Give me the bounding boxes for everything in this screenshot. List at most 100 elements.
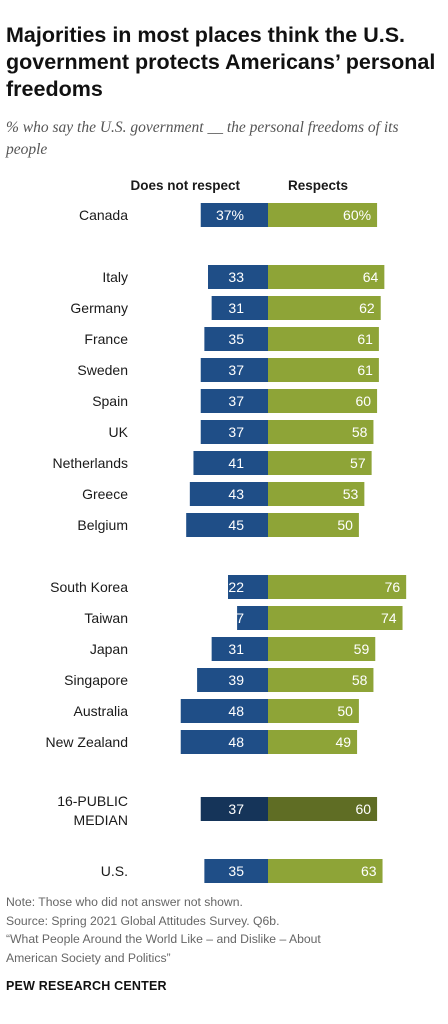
value-does-not-respect-australia: 48 [228,703,244,719]
bar-does-not-respect-italy [208,265,268,289]
bar-respects-greece [268,482,365,506]
bar-does-not-respect-australia [180,699,268,723]
bar-does-not-respect-greece [189,482,268,506]
bar-respects-uk [268,420,374,444]
row-label-italy: Italy [102,269,128,285]
bar-does-not-respect-singapore [197,668,268,692]
row-label-netherlands: Netherlands [53,455,129,471]
value-respects-canada: 60% [343,207,371,223]
row-label-u-s: U.S. [101,863,128,879]
value-does-not-respect-singapore: 39 [228,672,244,688]
value-respects-taiwan: 74 [381,610,397,626]
bar-does-not-respect-new-zealand [180,730,268,754]
chart-title: Majorities in most places think the U.S.… [6,23,436,101]
value-respects-uk: 58 [352,424,368,440]
bar-respects-sweden [268,358,379,382]
row-label-germany: Germany [70,300,128,316]
value-does-not-respect-u-s: 35 [228,863,244,879]
value-does-not-respect-belgium: 45 [228,517,244,533]
value-respects-netherlands: 57 [350,455,366,471]
bar-does-not-respect-netherlands [193,451,268,475]
chart-subtitle: % who say the U.S. government __ the per… [6,119,399,158]
value-does-not-respect-italy: 33 [228,269,244,285]
value-respects-greece: 53 [343,486,359,502]
row-label-singapore: Singapore [64,672,128,688]
value-does-not-respect-taiwan: 17 [228,610,244,626]
bar-respects-japan [268,637,376,661]
bar-does-not-respect-france [204,327,268,351]
row-label-spain: Spain [92,393,128,409]
value-does-not-respect-sweden: 37 [228,362,244,378]
value-does-not-respect-france: 35 [228,331,244,347]
bar-does-not-respect-16-public-median [200,797,268,821]
value-respects-france: 61 [357,331,373,347]
bar-respects-singapore [268,668,374,692]
bar-respects-france [268,327,379,351]
bar-respects-australia [268,699,359,723]
row-label-taiwan: Taiwan [84,610,128,626]
value-respects-spain: 60 [356,393,372,409]
value-respects-sweden: 61 [357,362,373,378]
row-label-south-korea: South Korea [50,579,128,595]
value-respects-new-zealand: 49 [336,734,352,750]
bar-respects-new-zealand [268,730,358,754]
value-respects-japan: 59 [354,641,370,657]
row-label-australia: Australia [74,703,129,719]
bar-does-not-respect-spain [200,389,268,413]
value-respects-italy: 64 [363,269,379,285]
value-does-not-respect-greece: 43 [228,486,244,502]
note-text: Note: Those who did not answer not shown… [6,895,243,909]
bar-respects-germany [268,296,381,320]
value-respects-australia: 50 [337,703,353,719]
source-text: Source: Spring 2021 Global Attitudes Sur… [6,913,280,928]
diverging-bar-chart: Does not respect Respects Canada 37% 60% Ital… [46,178,407,883]
bar-does-not-respect-canada [200,203,268,227]
row-label-belgium: Belgium [77,517,128,533]
value-respects-16-public-median: 60 [356,801,372,817]
legend-respects: Respects [288,178,348,193]
bar-does-not-respect-u-s [204,859,268,883]
row-label-greece: Greece [82,486,128,502]
bar-does-not-respect-south-korea [228,575,268,599]
source-organization: PEW RESEARCH CENTER [6,979,167,993]
notes-block: Note: Those who did not answer not shown… [6,893,442,967]
bar-does-not-respect-belgium [186,513,268,537]
value-does-not-respect-germany: 31 [228,300,244,316]
legend-does-not-respect: Does not respect [130,178,240,193]
bar-does-not-respect-taiwan [237,606,268,630]
bar-does-not-respect-sweden [200,358,268,382]
bar-respects-italy [268,265,385,289]
row-label-france: France [84,331,128,347]
report-title-line-1: “What People Around the World Like – and… [6,932,321,946]
bar-respects-spain [268,389,378,413]
bar-does-not-respect-japan [211,637,268,661]
value-does-not-respect-canada: 37% [216,207,244,223]
bar-respects-south-korea [268,575,407,599]
value-respects-u-s: 63 [361,863,377,879]
bar-respects-netherlands [268,451,372,475]
value-does-not-respect-new-zealand: 48 [228,734,244,750]
bar-respects-16-public-median [268,797,378,821]
row-label-uk: UK [109,424,129,440]
row-label-japan: Japan [90,641,128,657]
row-label-16-public-median: 16-PUBLIC MEDIAN [57,793,128,828]
value-does-not-respect-16-public-median: 37 [228,801,244,817]
value-respects-singapore: 58 [352,672,368,688]
bar-does-not-respect-uk [200,420,268,444]
row-label-sweden: Sweden [77,362,128,378]
bar-respects-u-s [268,859,383,883]
value-does-not-respect-japan: 31 [228,641,244,657]
value-does-not-respect-netherlands: 41 [228,455,244,471]
bar-respects-canada [268,203,378,227]
value-does-not-respect-south-korea: 22 [228,579,244,595]
value-respects-germany: 62 [359,300,375,316]
bar-respects-taiwan [268,606,403,630]
row-label-canada: Canada [79,207,128,223]
report-title-line-2: American Society and Politics” [6,950,171,965]
value-does-not-respect-spain: 37 [228,393,244,409]
row-label-new-zealand: New Zealand [46,734,129,750]
value-respects-south-korea: 76 [385,579,401,595]
value-respects-belgium: 50 [337,517,353,533]
bar-does-not-respect-germany [211,296,268,320]
bar-respects-belgium [268,513,359,537]
